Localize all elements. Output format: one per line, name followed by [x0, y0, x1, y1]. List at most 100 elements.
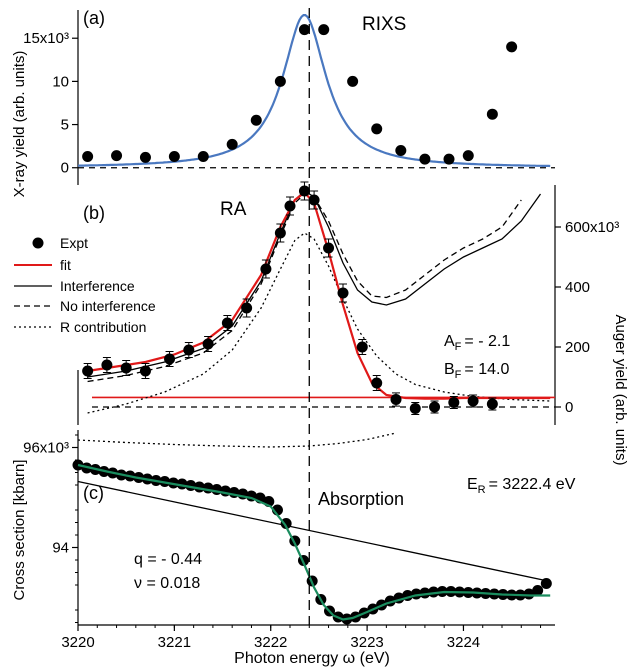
panel-b-point-3: [139, 365, 151, 377]
panel-c-point-53: [532, 585, 544, 596]
param-a-f-symbol: A: [444, 333, 455, 350]
panel-c-x-tick-label-0: 3220: [61, 634, 94, 651]
panel-b-marks: [82, 181, 555, 415]
panel-b-point-17: [371, 377, 383, 389]
panel-b-point-20: [429, 401, 441, 413]
panel-a-point-10: [347, 75, 359, 87]
panel-a-point-5: [226, 138, 238, 150]
panel-b-point-12: [298, 185, 310, 197]
panel-a-point-14: [443, 153, 455, 165]
param-q: q = - 0.44: [134, 551, 202, 568]
panel-b-point-7: [221, 317, 233, 329]
panel-c-title: Absorption: [318, 489, 404, 509]
panel-b-point-22: [467, 395, 479, 407]
panel-a-point-15: [462, 150, 474, 162]
panel-b-point-0: [82, 365, 94, 377]
panel-b: (b) RA Auger yield (arb. units) 0 200 400 6…: [14, 181, 629, 466]
energy-resonance-subscript: R: [478, 484, 486, 496]
panel-b-point-21: [448, 397, 460, 408]
param-nu: ν = 0.018: [134, 575, 200, 592]
panel-c-x-ticks: 3220 3221 3222 3223 3224: [61, 624, 555, 651]
energy-resonance-symbol: E: [467, 476, 478, 493]
legend-r-contribution-label: R contribution: [60, 319, 146, 335]
panel-b-point-19: [409, 403, 421, 414]
panel-a-point-1: [111, 150, 123, 162]
panel-b-point-10: [274, 227, 286, 239]
panel-b-point-4: [164, 353, 176, 365]
param-a-f: AF = - 2.1: [444, 333, 510, 353]
panel-a-fit-line: [77, 14, 551, 168]
legend-expt-marker: [32, 237, 44, 249]
param-b-f-symbol: B: [444, 361, 455, 378]
panel-a-y-ticks: 0 5 10 15x10³: [23, 10, 79, 185]
panel-c-point-41: [428, 586, 440, 598]
energy-resonance-value: = 3222.4 eV: [489, 476, 576, 493]
panel-a-point-2: [139, 151, 151, 163]
panel-c-point-52: [523, 588, 535, 600]
panel-a-y-tick-label-1: 5: [61, 117, 69, 134]
panel-a-y-tick-label-2: 10: [52, 73, 69, 90]
panel-b-point-8: [241, 302, 253, 314]
panel-b-y-tick-label-3: 600x10³: [565, 219, 619, 236]
panel-b-interference-line: [87, 190, 542, 378]
panel-c-point-24: [280, 518, 292, 529]
panel-c-y-tick-label-0: 94: [52, 540, 69, 557]
panel-a-point-9: [318, 24, 330, 36]
panel-a-point-8: [298, 24, 310, 36]
panel-b-point-14: [323, 242, 335, 254]
panel-a-point-16: [486, 108, 498, 120]
panel-a-point-12: [395, 144, 407, 156]
panel-c-background-line: [77, 480, 551, 583]
panel-a-ylabel: X-ray yield (arb. units): [11, 51, 28, 198]
param-b-f: BF = 14.0: [444, 361, 509, 381]
panel-c-y-tick-label-1: 96x10³: [23, 440, 69, 457]
panel-b-point-9: [260, 263, 272, 275]
panel-a-label: (a): [83, 8, 105, 28]
panel-c-x-tick-label-3: 3223: [350, 634, 383, 651]
panel-b-y-tick-label-0: 0: [565, 399, 573, 416]
panel-c-point-54: [540, 578, 552, 589]
panel-c: (c) Absorption Cross section [kbarn] Pho…: [11, 430, 576, 667]
panel-a-point-13: [419, 153, 431, 165]
panel-b-point-18: [390, 394, 402, 405]
panel-a-point-11: [371, 123, 383, 135]
panel-c-label: (c): [83, 483, 104, 503]
panel-a-point-3: [168, 151, 180, 163]
panel-b-title: RA: [220, 199, 247, 220]
panel-c-y-ticks: 94 96x10³: [23, 430, 79, 625]
legend-expt-label: Expt: [60, 235, 88, 251]
panel-b-point-1: [101, 359, 113, 371]
panel-a-y-tick-label-3: 15x10³: [23, 30, 69, 47]
panel-a-point-7: [274, 75, 286, 87]
panel-c-x-tick-label-4: 3224: [447, 634, 480, 651]
panel-b-point-13: [308, 194, 320, 206]
panel-c-ylabel: Cross section [kbarn]: [11, 460, 28, 601]
panel-b-y-ticks: 0 200 400 600x10³: [77, 185, 619, 425]
panel-c-x-tick-label-1: 3221: [158, 634, 191, 651]
panel-c-marks: [72, 432, 552, 625]
param-a-f-subscript: F: [455, 341, 462, 353]
energy-resonance: ER = 3222.4 eV: [467, 476, 576, 496]
legend-interference-label: Interference: [60, 278, 135, 294]
panel-a-point-4: [197, 151, 209, 163]
panel-b-ylabel: Auger yield (arb. units): [612, 315, 629, 466]
panel-a-point-0: [82, 151, 94, 163]
panel-b-y-tick-label-1: 200: [565, 339, 590, 356]
panel-b-point-2: [120, 362, 132, 374]
panel-c-fit-line: [77, 463, 551, 621]
panel-b-point-11: [284, 200, 296, 212]
panel-c-x-tick-label-2: 3222: [254, 634, 287, 651]
panel-c-xlabel: Photon energy ω (eV): [234, 650, 390, 667]
panel-a-point-17: [506, 41, 518, 53]
legend-fit-label: fit: [60, 257, 71, 273]
panel-b-point-23: [486, 398, 498, 410]
panel-b-r-contribution-line: [87, 232, 551, 414]
panel-a-title: RIXS: [362, 14, 406, 35]
panel-b-point-16: [356, 341, 368, 353]
panel-a: (a) RIXS X-ray yield (arb. units) 0 5 10 15…: [11, 8, 555, 197]
panel-a-marks: [77, 14, 555, 169]
param-b-f-subscript: F: [455, 369, 462, 381]
param-b-f-value: = 14.0: [464, 361, 509, 378]
panel-c-r-tail-line: [77, 432, 397, 448]
